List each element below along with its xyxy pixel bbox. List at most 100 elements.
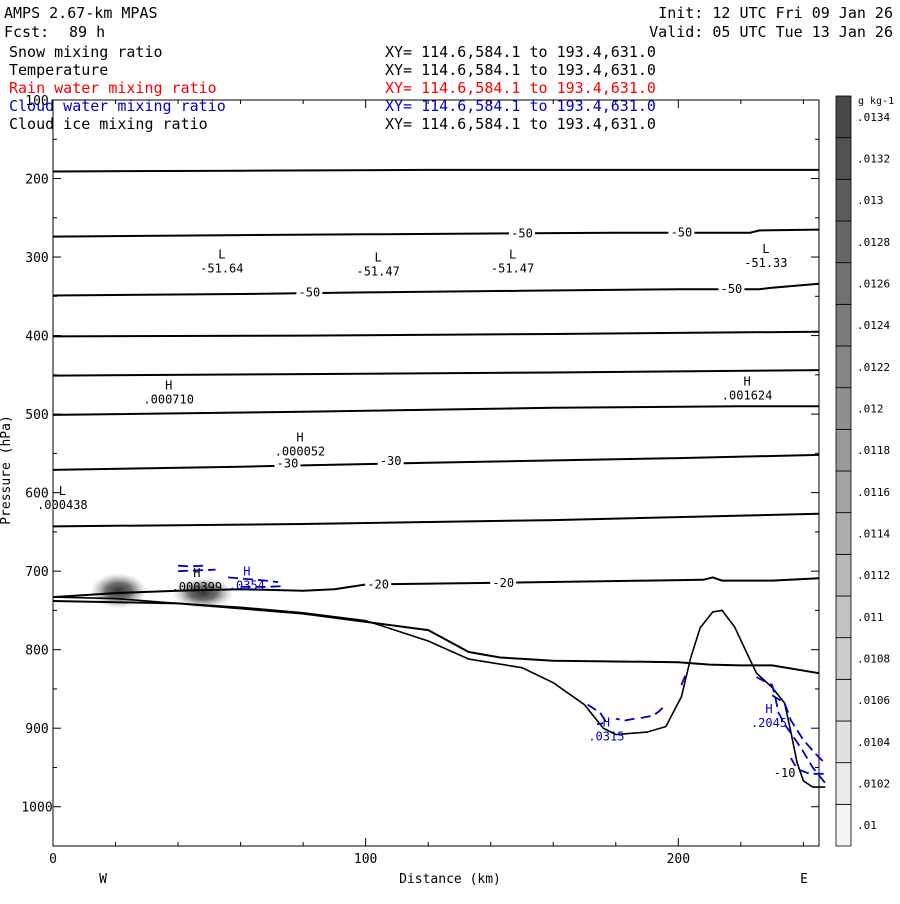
snow-maximum — [172, 577, 234, 609]
field-name: Cloud water mixing ratio — [9, 97, 226, 115]
colorbar-level: .0122 — [857, 361, 890, 374]
plot-frame — [52, 99, 820, 847]
isotherm-label: -30 — [380, 454, 402, 468]
extremum-value: -51.47 — [491, 261, 534, 275]
extremum-value: -51.64 — [200, 261, 243, 275]
colorbar-level: .013 — [857, 194, 884, 207]
colorbar: .01 .0102 .0104 .0106 .0108 .011 .0112 .0114 .01… — [835, 95, 890, 847]
colorbar-box — [835, 512, 852, 555]
isotherm-label: -50 — [299, 285, 321, 299]
cloud-water-line — [771, 694, 826, 765]
colorbar-unit: g kg-1 — [858, 96, 894, 107]
colorbar-level: .0126 — [857, 278, 890, 291]
isotherm-line — [52, 600, 820, 675]
extremum-kind: H — [743, 375, 750, 389]
isotherm-line — [52, 168, 819, 173]
isotherm-line — [52, 405, 819, 416]
y-tick-label: 700 — [25, 565, 48, 580]
isotherm-line — [52, 228, 820, 238]
y-tick-label: 400 — [25, 330, 48, 345]
extremum-kind: H — [243, 565, 250, 579]
colorbar-box — [835, 553, 852, 597]
isotherm-label: -20 — [367, 578, 389, 592]
isotherm-label: -30 — [277, 457, 299, 471]
colorbar-level: .0102 — [857, 778, 890, 791]
x-end-east: E — [800, 872, 808, 887]
extremum-value: .2045 — [751, 716, 787, 730]
colorbar-level: .01 — [857, 819, 877, 832]
isotherm-label: -50 — [671, 226, 693, 240]
extremum-value: .000710 — [143, 393, 194, 407]
y-tick-label: 200 — [25, 173, 48, 188]
extremum-kind: H — [765, 702, 772, 716]
isotherm-label-bg — [365, 577, 392, 591]
colorbar-level: .0114 — [857, 528, 890, 541]
extremum-kind: H — [165, 379, 172, 393]
colorbar-level: .0104 — [857, 736, 890, 749]
colorbar-box — [835, 470, 852, 514]
forecast-hours: 89 h — [69, 23, 105, 41]
model-title: AMPS 2.67-km MPAS — [4, 4, 158, 22]
x-tick-label: 100 — [354, 852, 377, 867]
field-xy-range: XY= 114.6,584.1 to 193.4,631.0 — [385, 115, 656, 133]
valid-time: Valid: 05 UTC Tue 13 Jan 26 — [649, 23, 893, 41]
field-name: Snow mixing ratio — [9, 43, 163, 61]
cloud-water-contours — [178, 564, 827, 784]
colorbar-level: .012 — [857, 403, 884, 416]
field-xy-range: XY= 114.6,584.1 to 193.4,631.0 — [385, 97, 656, 115]
colorbar-box — [835, 428, 852, 472]
forecast-label: Fcst: — [4, 23, 49, 41]
field-xy-range: XY= 114.6,584.1 to 193.4,631.0 — [385, 61, 656, 79]
extremum-kind: L — [375, 251, 382, 265]
colorbar-level: .0128 — [857, 236, 890, 249]
extremum-value: .0354 — [229, 579, 265, 593]
isotherm-label: -20 — [492, 576, 514, 590]
colorbar-box — [835, 595, 852, 639]
y-axis-label: Pressure (hPa) — [0, 415, 14, 525]
y-tick-label: 900 — [25, 722, 48, 737]
colorbar-level: .0116 — [857, 486, 890, 499]
isotherm-label-bg — [771, 765, 798, 779]
colorbar-box — [835, 303, 852, 347]
x-tick-label: 200 — [667, 852, 690, 867]
field-name: Cloud ice mixing ratio — [9, 115, 208, 133]
x-end-west: W — [99, 872, 107, 887]
y-tick-label: 500 — [25, 408, 48, 423]
cloud-water-line — [615, 717, 635, 722]
cloud-water-line — [756, 676, 827, 784]
cloud-water-line — [587, 703, 608, 726]
isotherm-label-bg — [508, 226, 535, 240]
isotherm-line — [52, 512, 820, 528]
extremum-value: .0315 — [588, 729, 624, 743]
colorbar-box — [835, 762, 852, 805]
temperature-contours — [52, 168, 820, 675]
colorbar-level: .0106 — [857, 694, 890, 707]
cloud-water-line — [240, 585, 285, 588]
y-tick-label: 600 — [25, 487, 48, 502]
init-time: Init: 12 UTC Fri 09 Jan 26 — [658, 4, 893, 22]
isotherm-line — [52, 282, 820, 297]
y-tick-label: 300 — [25, 251, 48, 266]
isotherm-label: -10 — [774, 766, 796, 780]
x-tick-label: 0 — [49, 852, 57, 867]
colorbar-box — [835, 387, 852, 430]
cloud-water-line — [640, 704, 667, 719]
cloud-water-line — [680, 671, 689, 686]
colorbar-box — [835, 95, 852, 139]
isotherm-label-bg — [718, 282, 745, 296]
colorbar-box — [835, 678, 852, 722]
axes: 100 200 300 400 500 600 700 800 900 1000 0 100 200 — [21, 94, 819, 867]
colorbar-level: .0108 — [857, 653, 890, 666]
field-name: Temperature — [9, 61, 108, 79]
field-name: Rain water mixing ratio — [9, 79, 217, 97]
cloud-water-line — [228, 576, 279, 584]
extremum-value: .001624 — [722, 389, 773, 403]
extremum-kind: H — [603, 715, 610, 729]
colorbar-level: .0132 — [857, 153, 890, 166]
colorbar-box — [835, 720, 852, 764]
isotherm-label: -50 — [511, 226, 533, 240]
colorbar-level: .0118 — [857, 444, 890, 457]
isotherm-label-bg — [668, 225, 695, 239]
